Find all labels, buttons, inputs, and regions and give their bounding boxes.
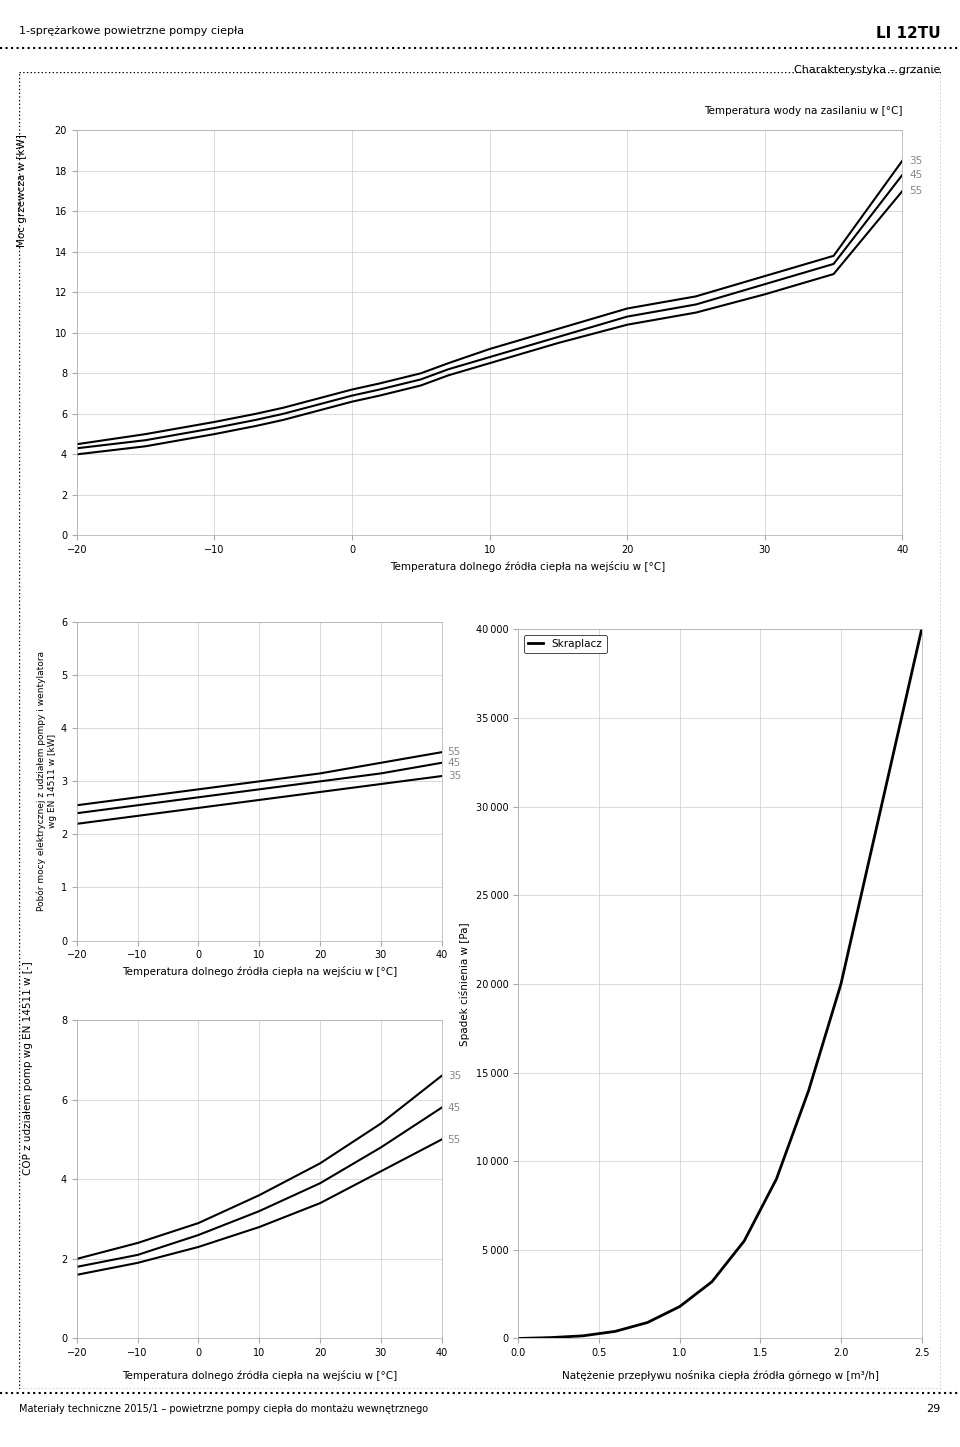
Text: 55: 55	[447, 747, 461, 757]
Text: 29: 29	[926, 1404, 941, 1414]
Text: 35: 35	[447, 1071, 461, 1081]
Text: 45: 45	[447, 1103, 461, 1113]
Text: LI 12TU: LI 12TU	[876, 26, 941, 41]
Text: 1-sprężarkowe powietrzne pompy ciepła: 1-sprężarkowe powietrzne pompy ciepła	[19, 26, 245, 36]
Text: 55: 55	[447, 1134, 461, 1145]
Text: Temperatura dolnego źródła ciepła na wejściu w [°C]: Temperatura dolnego źródła ciepła na wej…	[391, 561, 665, 572]
Y-axis label: Spadek ciśnienia w [Pa]: Spadek ciśnienia w [Pa]	[459, 922, 470, 1046]
Text: Natężenie przepływu nośnika ciepła źródła górnego w [m³/h]: Natężenie przepływu nośnika ciepła źródł…	[562, 1370, 878, 1380]
Y-axis label: Pobór mocy elektrycznej z udziałem pompy i wentylatora
wg EN 14511 w [kW]: Pobór mocy elektrycznej z udziałem pompy…	[36, 651, 57, 912]
Legend: Skraplacz: Skraplacz	[523, 635, 607, 653]
Text: 35: 35	[447, 771, 461, 781]
Text: 35: 35	[909, 156, 923, 165]
Text: 55: 55	[909, 187, 923, 195]
Text: 45: 45	[447, 758, 461, 768]
Text: Materiały techniczne 2015/1 – powietrzne pompy ciepła do montażu wewnętrznego: Materiały techniczne 2015/1 – powietrzne…	[19, 1404, 428, 1414]
Text: Temperatura wody na zasilaniu w [°C]: Temperatura wody na zasilaniu w [°C]	[704, 106, 902, 116]
Y-axis label: Moc grzewcza w [kW]: Moc grzewcza w [kW]	[17, 135, 27, 247]
Y-axis label: COP z udziałem pomp wg EN 14511 w [-]: COP z udziałem pomp wg EN 14511 w [-]	[23, 961, 33, 1175]
Text: Temperatura dolnego źródła ciepła na wejściu w [°C]: Temperatura dolnego źródła ciepła na wej…	[122, 1370, 396, 1380]
Text: Charakterystyka – grzanie: Charakterystyka – grzanie	[795, 65, 941, 75]
Text: 45: 45	[909, 169, 923, 179]
Text: Temperatura dolnego źródła ciepła na wejściu w [°C]: Temperatura dolnego źródła ciepła na wej…	[122, 967, 396, 977]
